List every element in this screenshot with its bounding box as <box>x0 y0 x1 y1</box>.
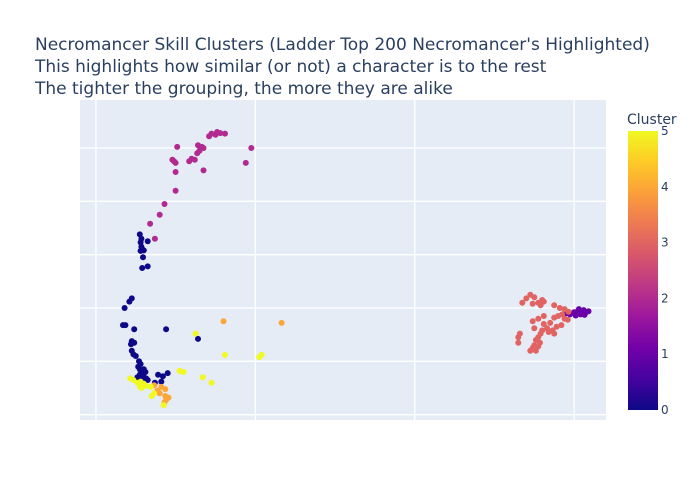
point-cluster-2-18 <box>242 159 249 166</box>
point-cluster-0-7 <box>140 254 146 261</box>
point-cluster-3-38 <box>527 347 534 354</box>
point-cluster-3-21 <box>540 321 547 327</box>
point-cluster-2-12 <box>191 156 198 163</box>
point-cluster-5-7 <box>143 382 150 389</box>
colorbar-tick-0: 0 <box>661 403 669 417</box>
chart-title: Necromancer Skill Clusters (Ladder Top 2… <box>34 35 650 99</box>
colorbar-title: Cluster <box>627 112 677 128</box>
plot-area <box>80 100 606 420</box>
colorbar-gradient <box>628 131 658 410</box>
point-cluster-0-15 <box>122 322 129 329</box>
point-cluster-3-2 <box>523 295 530 302</box>
point-cluster-3-23 <box>553 323 560 330</box>
point-cluster-3-29 <box>531 325 538 332</box>
title-line-1: Necromancer Skill Clusters (Ladder Top 2… <box>35 35 650 55</box>
point-cluster-1-11 <box>585 308 592 315</box>
point-cluster-0-16 <box>131 326 138 333</box>
point-cluster-2-10 <box>196 147 203 154</box>
point-cluster-5-19 <box>192 330 199 337</box>
point-cluster-3-16 <box>551 314 558 321</box>
point-cluster-0-40 <box>158 378 165 385</box>
point-cluster-4-3 <box>162 386 169 393</box>
point-cluster-5-11 <box>160 402 167 409</box>
point-cluster-0-19 <box>128 341 134 348</box>
grid-lines <box>80 100 606 420</box>
point-cluster-2-5 <box>222 130 228 137</box>
point-cluster-0-36 <box>144 377 151 383</box>
point-cluster-0-37 <box>155 371 162 378</box>
point-cluster-3-27 <box>545 329 552 335</box>
colorbar-tick-1: 1 <box>661 347 669 361</box>
point-cluster-5-13 <box>180 369 187 375</box>
point-cluster-3-19 <box>535 315 542 322</box>
point-cluster-3-10 <box>556 305 563 311</box>
point-cluster-0-43 <box>195 335 201 342</box>
point-cluster-3-41 <box>516 330 523 337</box>
point-cluster-1-10 <box>581 311 588 318</box>
point-cluster-0-9 <box>144 263 151 270</box>
point-cluster-0-12 <box>126 298 133 305</box>
point-cluster-3-5 <box>529 300 536 307</box>
point-cluster-0-8 <box>139 265 146 271</box>
colorbar: Cluster 0 1 2 3 4 5 <box>627 112 677 417</box>
point-cluster-2-26 <box>151 235 158 242</box>
point-cluster-4-10 <box>278 319 285 326</box>
point-cluster-5-18 <box>258 351 265 358</box>
point-cluster-5-15 <box>208 379 215 386</box>
point-cluster-2-13 <box>186 158 193 165</box>
point-cluster-5-6 <box>138 385 145 391</box>
title-line-2: This highlights how similar (or not) a c… <box>34 57 547 77</box>
point-cluster-4-4 <box>156 390 163 397</box>
point-cluster-3-18 <box>540 313 547 319</box>
point-cluster-0-38 <box>159 373 166 380</box>
point-cluster-3-22 <box>547 319 554 326</box>
point-cluster-2-25 <box>147 220 154 227</box>
point-cluster-3-39 <box>532 347 539 354</box>
point-cluster-0-10 <box>144 238 151 245</box>
point-cluster-3-42 <box>515 339 522 346</box>
point-cluster-3-8 <box>537 302 544 309</box>
point-cluster-1-6 <box>572 312 579 319</box>
point-cluster-1-9 <box>575 306 582 313</box>
point-cluster-2-4 <box>217 130 224 137</box>
colorbar-tick-5: 5 <box>661 124 669 138</box>
point-cluster-0-42 <box>163 326 170 333</box>
point-cluster-4-9 <box>220 318 227 325</box>
point-cluster-5-14 <box>199 374 206 381</box>
point-cluster-2-20 <box>172 169 179 175</box>
point-cluster-0-13 <box>121 305 128 311</box>
point-cluster-5-8 <box>147 383 154 390</box>
point-cluster-2-23 <box>161 201 168 207</box>
point-cluster-0-39 <box>164 370 171 377</box>
point-cluster-2-14 <box>174 143 181 150</box>
point-cluster-0-6 <box>140 247 147 254</box>
point-cluster-2-22 <box>172 187 179 194</box>
point-cluster-2-19 <box>248 145 255 151</box>
colorbar-tick-3: 3 <box>661 236 669 250</box>
point-cluster-5-10 <box>148 393 155 399</box>
colorbar-ticks: 0 1 2 3 4 5 <box>661 124 669 417</box>
point-cluster-0-22 <box>132 353 139 359</box>
point-cluster-2-17 <box>169 156 176 163</box>
point-cluster-3-1 <box>531 294 538 301</box>
point-cluster-3-17 <box>564 316 571 323</box>
point-cluster-3-28 <box>551 330 558 337</box>
point-cluster-3-20 <box>529 318 536 325</box>
colorbar-tick-4: 4 <box>661 180 669 194</box>
point-cluster-3-12 <box>565 308 572 315</box>
point-cluster-2-21 <box>200 167 207 174</box>
title-line-3: The tighter the grouping, the more they … <box>34 79 453 99</box>
data-points <box>120 129 592 409</box>
point-cluster-2-24 <box>156 211 163 218</box>
point-cluster-5-16 <box>222 351 228 358</box>
point-cluster-3-9 <box>551 302 558 309</box>
point-cluster-3-6 <box>519 299 526 306</box>
point-cluster-3-24 <box>558 322 565 329</box>
colorbar-tick-2: 2 <box>661 291 669 305</box>
